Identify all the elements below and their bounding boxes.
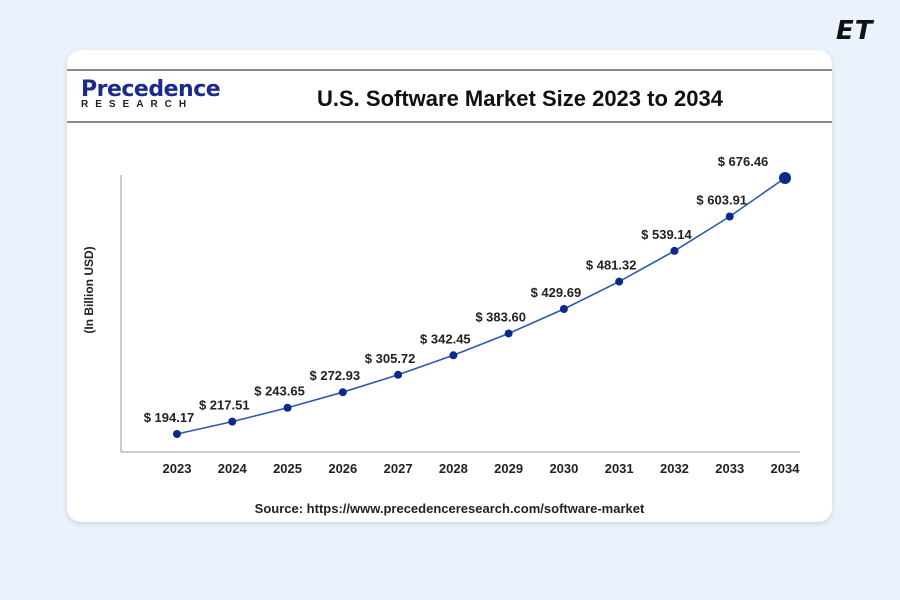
x-tick-label: 2026	[328, 461, 357, 476]
chart-card: Precedence RESEARCH U.S. Software Market…	[67, 50, 832, 522]
data-label: $ 305.72	[365, 351, 416, 366]
x-tick-label: 2027	[384, 461, 413, 476]
divider	[67, 121, 832, 123]
x-tick-label: 2025	[273, 461, 302, 476]
data-label: $ 429.69	[531, 285, 582, 300]
series-line	[176, 177, 786, 435]
data-point	[779, 172, 791, 184]
data-point	[338, 388, 347, 397]
data-label: $ 342.45	[420, 331, 471, 346]
x-tick-label: 2032	[660, 461, 689, 476]
divider	[67, 69, 832, 71]
x-tick-label: 2033	[715, 461, 744, 476]
data-point	[173, 430, 181, 438]
chart-title: U.S. Software Market Size 2023 to 2034	[317, 86, 723, 111]
data-label: $ 194.17	[144, 410, 195, 425]
et-logo: ET	[836, 16, 874, 46]
precedence-logo: Precedence RESEARCH	[81, 77, 221, 110]
x-tick-label: 2024	[218, 461, 248, 476]
data-point	[283, 403, 292, 412]
data-label: $ 243.65	[254, 384, 305, 399]
data-label: $ 217.51	[199, 398, 250, 413]
x-tick-label: 2023	[163, 461, 192, 476]
data-label: $ 539.14	[641, 227, 692, 242]
data-label: $ 383.60	[475, 309, 526, 324]
x-tick-label: 2031	[605, 461, 634, 476]
data-label: $ 676.46	[718, 154, 769, 169]
data-point	[615, 277, 624, 286]
x-tick-label: 2030	[549, 461, 578, 476]
source-text: Source: https://www.precedenceresearch.c…	[254, 501, 645, 516]
data-point	[725, 212, 734, 221]
data-point	[670, 246, 679, 255]
logo-sub: RESEARCH	[81, 99, 194, 110]
logo-name: Precedence	[81, 77, 221, 102]
data-point	[394, 370, 403, 379]
x-tick-label: 2028	[439, 461, 468, 476]
data-point	[228, 417, 237, 426]
data-label: $ 603.91	[696, 193, 747, 208]
x-tick-label: 2029	[494, 461, 523, 476]
data-point	[449, 351, 458, 360]
y-axis-label: (In Billion USD)	[82, 246, 96, 333]
x-tick-label: 2034	[771, 461, 801, 476]
data-point	[504, 329, 513, 338]
data-label: $ 481.32	[586, 258, 637, 273]
data-point	[559, 304, 568, 313]
data-label: $ 272.93	[310, 368, 361, 383]
